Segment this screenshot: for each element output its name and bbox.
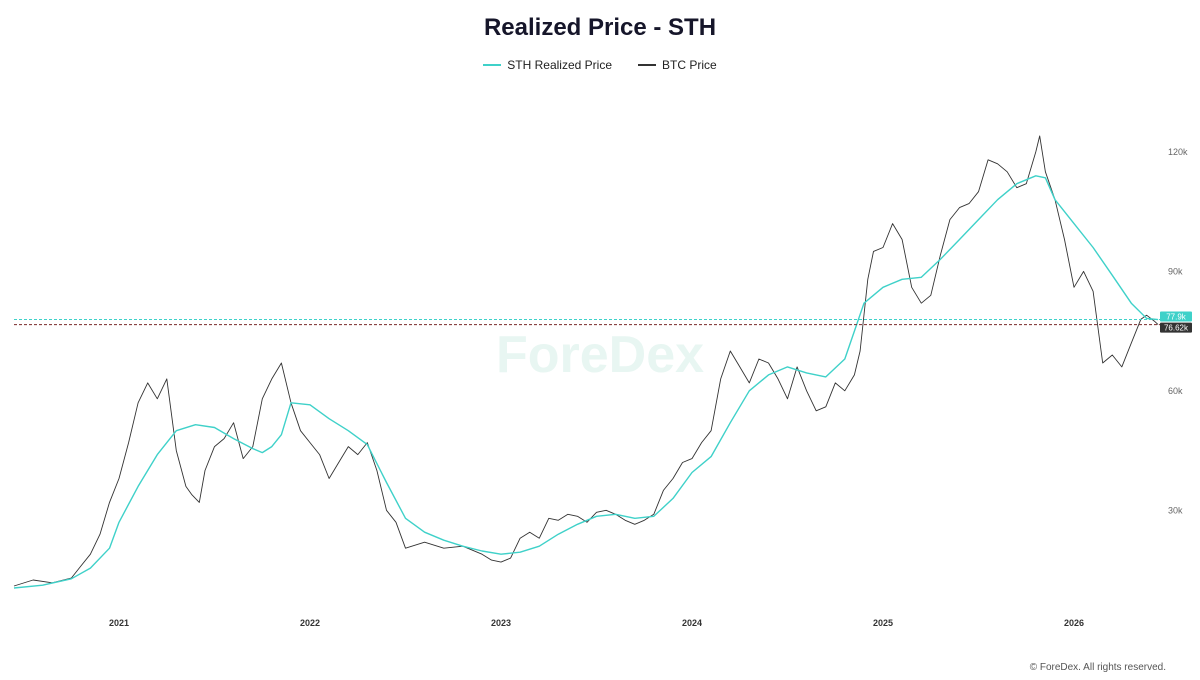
x-tick-label-2026: 2026 — [1064, 618, 1084, 628]
legend-label-btc: BTC Price — [662, 58, 717, 72]
watermark-text: ForeDex — [496, 326, 704, 384]
copyright-text: © ForeDex. All rights reserved. — [1029, 662, 1166, 673]
last-value-markers: 77.9k 76.62k — [14, 311, 1192, 333]
legend-swatch-sth — [483, 64, 502, 66]
x-tick-label-2024: 2024 — [682, 618, 702, 628]
legend-item-sth[interactable]: STH Realized Price — [483, 58, 612, 72]
sth-last-value-badge — [1160, 311, 1192, 322]
series-layer — [13, 135, 1159, 589]
legend-swatch-btc — [638, 64, 656, 66]
y-tick-label-60k: 60k — [1168, 386, 1183, 396]
x-axis-ticks: 2021 2022 2023 2024 2025 2026 — [109, 618, 1084, 628]
sth-realized-price-line — [13, 175, 1159, 589]
btc-last-value-label: 76.62k — [1164, 324, 1189, 333]
btc-last-value-badge — [1160, 322, 1192, 333]
x-tick-label-2023: 2023 — [491, 618, 511, 628]
y-tick-label-30k: 30k — [1168, 505, 1183, 515]
y-tick-label-120k: 120k — [1168, 147, 1188, 157]
chart-title: Realized Price - STH — [483, 14, 717, 41]
chart-legend: STH Realized Price BTC Price — [0, 58, 1200, 72]
x-tick-label-2025: 2025 — [873, 618, 893, 628]
y-axis-ticks: 30k 60k 90k 120k — [1168, 147, 1188, 515]
btc-price-line — [13, 135, 1159, 587]
y-tick-label-90k: 90k — [1168, 266, 1183, 276]
x-tick-label-2022: 2022 — [300, 618, 320, 628]
x-tick-label-2021: 2021 — [109, 618, 129, 628]
legend-label-sth: STH Realized Price — [507, 58, 612, 72]
sth-last-value-label: 77.9k — [1166, 313, 1187, 322]
legend-item-btc[interactable]: BTC Price — [638, 58, 717, 72]
